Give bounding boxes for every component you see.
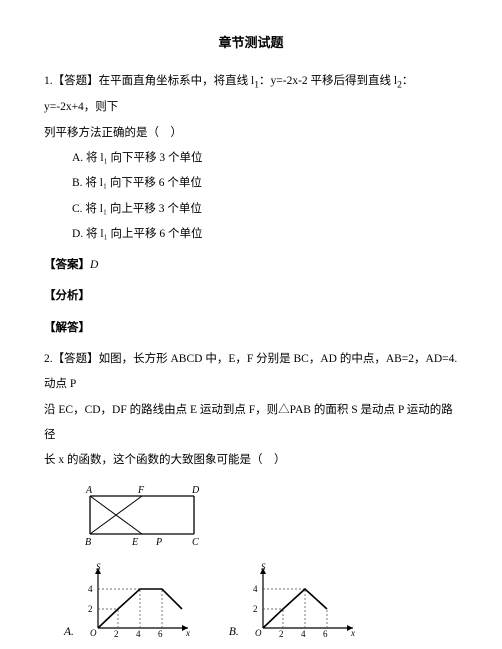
page-title: 章节测试题: [44, 32, 458, 51]
option-b-wrap: B. O S x 4 2 2 4 6: [229, 562, 358, 640]
q1-stem: 1.【答题】在平面直角坐标系中，将直线 l1：y=-2x-2 平移后得到直线 l…: [44, 69, 458, 121]
q2-line2: 沿 EC，CD，DF 的路线由点 E 运动到点 F，则△PAB 的面积 S 是动…: [44, 398, 458, 449]
svg-text:A: A: [85, 485, 93, 496]
svg-text:x: x: [185, 628, 190, 638]
chart-a: O S x 4 2 2 4 6: [78, 562, 193, 640]
svg-text:2: 2: [88, 604, 93, 614]
svg-text:4: 4: [136, 629, 141, 639]
svg-text:x: x: [350, 628, 355, 638]
svg-text:2: 2: [114, 629, 119, 639]
svg-text:4: 4: [301, 629, 306, 639]
rectangle-figure: A F D B E P C: [72, 482, 458, 550]
option-a-wrap: A. O S x 4 2 2 4 6: [64, 562, 193, 640]
svg-text:B: B: [85, 537, 91, 548]
q1-opt-a: A. 将 l₁ 向下平移 3 个单位: [44, 146, 458, 171]
svg-text:2: 2: [279, 629, 284, 639]
answer-label: 【答案】: [44, 259, 90, 271]
q1-opt-d: D. 将 l₁ 向上平移 6 个单位: [44, 222, 458, 247]
svg-text:4: 4: [253, 584, 258, 594]
svg-text:C: C: [192, 537, 199, 548]
svg-text:2: 2: [253, 604, 258, 614]
answer-block: 【答案】D: [44, 253, 458, 278]
svg-text:6: 6: [158, 629, 163, 639]
q1-text-a: 1.【答题】在平面直角坐标系中，将直线 l: [44, 75, 254, 87]
q1-stem-line2: 列平移方法正确的是（ ）: [44, 121, 458, 146]
q1-opt-b: B. 将 l₁ 向下平移 6 个单位: [44, 171, 458, 196]
svg-text:6: 6: [323, 629, 328, 639]
svg-text:O: O: [90, 628, 97, 638]
svg-text:D: D: [191, 485, 200, 496]
q1-text-b: ：y=-2x-2 平移后得到直线 l: [259, 75, 397, 87]
q2-line3: 长 x 的函数，这个函数的大致图象可能是（ ）: [44, 448, 458, 473]
svg-text:S: S: [96, 562, 101, 572]
answer-value: D: [90, 259, 98, 271]
option-a-label: A.: [64, 626, 74, 640]
chart-b: O S x 4 2 2 4 6: [243, 562, 358, 640]
svg-text:F: F: [137, 485, 145, 496]
svg-text:P: P: [155, 537, 162, 548]
svg-text:S: S: [261, 562, 266, 572]
chart-options-row: A. O S x 4 2 2 4 6: [64, 562, 458, 640]
q1-opt-c: C. 将 l₁ 向上平移 3 个单位: [44, 197, 458, 222]
analysis-label: 【分析】: [44, 284, 458, 309]
svg-text:4: 4: [88, 584, 93, 594]
q2-line1: 2.【答题】如图，长方形 ABCD 中，E，F 分别是 BC，AD 的中点，AB…: [44, 347, 458, 398]
svg-text:E: E: [131, 537, 138, 548]
solve-label: 【解答】: [44, 316, 458, 341]
option-b-label: B.: [229, 626, 239, 640]
svg-text:O: O: [255, 628, 262, 638]
